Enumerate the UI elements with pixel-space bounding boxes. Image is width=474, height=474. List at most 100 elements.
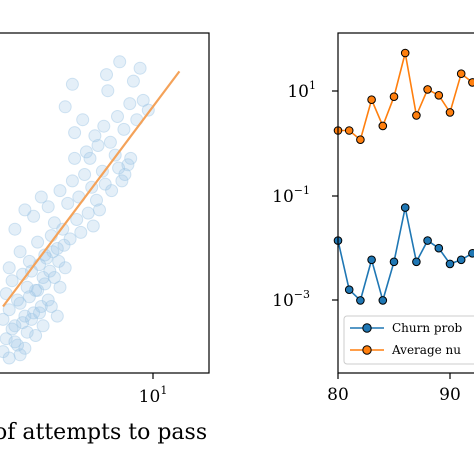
legend-marker-average xyxy=(362,345,372,355)
scatter-point-58 xyxy=(0,312,10,326)
scatter-point-16 xyxy=(41,200,55,214)
scatter-point-64 xyxy=(27,306,41,320)
scatter-point-74 xyxy=(11,338,24,352)
scatter-point-17 xyxy=(47,216,61,230)
series-1-point-1 xyxy=(344,126,354,135)
series-1-point-10 xyxy=(445,108,455,117)
scatter-point-54 xyxy=(43,264,57,278)
scatter-point-1 xyxy=(68,126,82,140)
scatter-point-33 xyxy=(31,235,45,249)
scatter-point-57 xyxy=(57,238,71,252)
scatter-point-56 xyxy=(52,254,66,268)
scatter-point-6 xyxy=(101,84,115,98)
scatter-point-10 xyxy=(126,74,140,88)
scatter-point-100 xyxy=(68,151,82,165)
series-0-point-1 xyxy=(344,285,354,295)
right-ytick-label-1e-1: 10−1 xyxy=(272,184,310,207)
scatter-point-43 xyxy=(93,203,106,217)
series-0-point-4 xyxy=(378,296,388,305)
scatter-point-31 xyxy=(13,245,27,259)
scatter-point-67 xyxy=(38,277,52,291)
series-0-point-7 xyxy=(412,257,421,267)
scatter-point-42 xyxy=(86,219,100,233)
series-0-point-8 xyxy=(423,236,432,245)
scatter-point-93 xyxy=(117,122,131,136)
scatter-point-12 xyxy=(8,222,22,236)
scatter-point-98 xyxy=(113,55,127,69)
scatter-point-55 xyxy=(46,245,60,259)
scatter-point-101 xyxy=(65,77,79,91)
scatter-point-90 xyxy=(97,119,111,133)
scatter-point-77 xyxy=(25,312,38,326)
scatter-point-70 xyxy=(53,280,67,294)
scatter-point-99 xyxy=(100,68,113,82)
scatter-point-46 xyxy=(11,293,24,307)
scatter-point-71 xyxy=(58,261,72,275)
scatter-point-2 xyxy=(76,113,90,127)
scatter-point-79 xyxy=(33,306,46,320)
scatter-point-68 xyxy=(41,293,55,307)
scatter-point-30 xyxy=(2,261,16,275)
scatter-point-28 xyxy=(118,168,132,181)
scatter-points xyxy=(0,55,155,365)
scatter-point-36 xyxy=(50,242,64,255)
scatter-point-72 xyxy=(0,332,13,346)
scatter-point-0 xyxy=(58,100,72,114)
scatter-point-78 xyxy=(29,329,43,342)
legend-marker-churn xyxy=(362,323,372,333)
scatter-point-4 xyxy=(91,139,105,152)
scatter-point-86 xyxy=(13,348,27,362)
scatter-point-80 xyxy=(36,319,50,333)
scatter-point-26 xyxy=(105,184,119,198)
series-0-point-6 xyxy=(400,203,410,212)
scatter-point-13 xyxy=(18,203,32,217)
scatter-point-83 xyxy=(0,345,10,359)
right-xtick-label-80: 80 xyxy=(327,385,349,405)
scatter-point-39 xyxy=(70,213,84,226)
scatter-point-27 xyxy=(112,161,126,175)
scatter-point-38 xyxy=(63,232,77,246)
series-1-point-9 xyxy=(434,91,444,100)
scatter-point-40 xyxy=(74,225,88,239)
series-1-point-4 xyxy=(378,121,388,131)
scatter-point-18 xyxy=(53,184,67,198)
series-0-point-10 xyxy=(445,259,455,269)
scatter-point-96 xyxy=(136,93,150,107)
scatter-point-69 xyxy=(47,271,61,284)
scatter-point-89 xyxy=(88,129,102,143)
scatter-point-59 xyxy=(2,303,16,317)
scatter-point-11 xyxy=(133,61,147,75)
scatter-point-81 xyxy=(44,300,58,313)
series-1-point-2 xyxy=(356,135,365,144)
series-0-point-5 xyxy=(389,257,399,267)
scatter-point-3 xyxy=(83,151,97,165)
series-1-point-7 xyxy=(412,111,421,120)
scatter-point-19 xyxy=(61,196,75,210)
scatter-point-85 xyxy=(8,335,22,349)
scatter-point-61 xyxy=(13,296,27,310)
scatter-point-48 xyxy=(20,280,34,294)
scatter-point-65 xyxy=(31,283,45,297)
right-ytick-label-1e-3: 10−3 xyxy=(272,288,310,311)
scatter-point-84 xyxy=(2,351,16,365)
scatter-point-91 xyxy=(103,135,117,149)
left-plot-frame xyxy=(0,32,210,374)
fit-line xyxy=(2,70,181,308)
scatter-point-88 xyxy=(79,145,93,159)
left-xtick-label-10: 101 xyxy=(139,384,168,407)
series-1-point-5 xyxy=(389,92,399,101)
scatter-point-8 xyxy=(115,174,129,188)
scatter-point-63 xyxy=(22,290,36,304)
scatter-point-82 xyxy=(50,309,64,323)
scatter-point-92 xyxy=(111,110,124,123)
scatter-point-9 xyxy=(121,158,135,172)
left-panel: 101 of attempts to pass xyxy=(0,32,210,445)
series-line-1 xyxy=(338,52,474,142)
scatter-point-50 xyxy=(29,283,43,297)
scatter-point-29 xyxy=(124,151,138,165)
scatter-point-94 xyxy=(123,97,137,111)
series-1-point-8 xyxy=(423,85,432,94)
series-0-point-11 xyxy=(456,255,466,265)
left-xlabel: of attempts to pass xyxy=(0,420,207,445)
